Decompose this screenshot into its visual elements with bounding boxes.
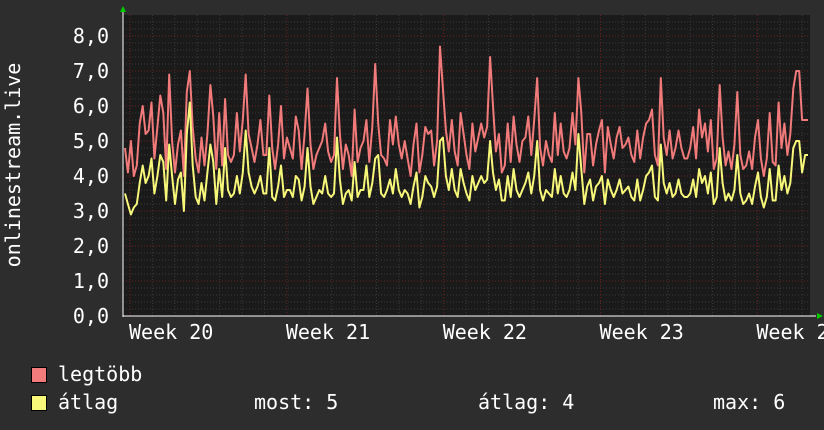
- y-tick-label: 4,0: [73, 164, 109, 188]
- y-tick-label: 5,0: [73, 129, 109, 153]
- y-tick-label: 1,0: [73, 269, 109, 293]
- series-line-avg: [124, 101, 808, 216]
- x-tick-label: Week 21: [286, 320, 370, 344]
- y-axis-arrow: [120, 6, 126, 12]
- y-tick-label: 6,0: [73, 94, 109, 118]
- y-axis-label: onlinestream.live: [1, 63, 25, 268]
- x-tick-label: Week 22: [443, 320, 527, 344]
- series-line-max: [124, 45, 808, 177]
- stat-average: átlag: 4: [478, 390, 575, 414]
- x-axis-arrow: [817, 313, 823, 319]
- y-tick-label: 8,0: [73, 24, 109, 48]
- x-tick-label: Week 20: [129, 320, 213, 344]
- y-tick-label: 7,0: [73, 59, 109, 83]
- x-tick-label: Week 2: [756, 320, 824, 344]
- stat-current: most: 5: [254, 390, 339, 414]
- legend-label-max: legtöbb: [58, 362, 143, 386]
- legend-swatch-max: [31, 367, 47, 383]
- legend-swatch-avg: [31, 395, 47, 411]
- stat-max: max: 6: [713, 390, 786, 414]
- y-tick-label: 0,0: [73, 304, 109, 328]
- x-tick-label: Week 23: [600, 320, 684, 344]
- y-tick-label: 2,0: [73, 234, 109, 258]
- legend-label-avg: átlag: [58, 390, 119, 414]
- y-tick-label: 3,0: [73, 199, 109, 223]
